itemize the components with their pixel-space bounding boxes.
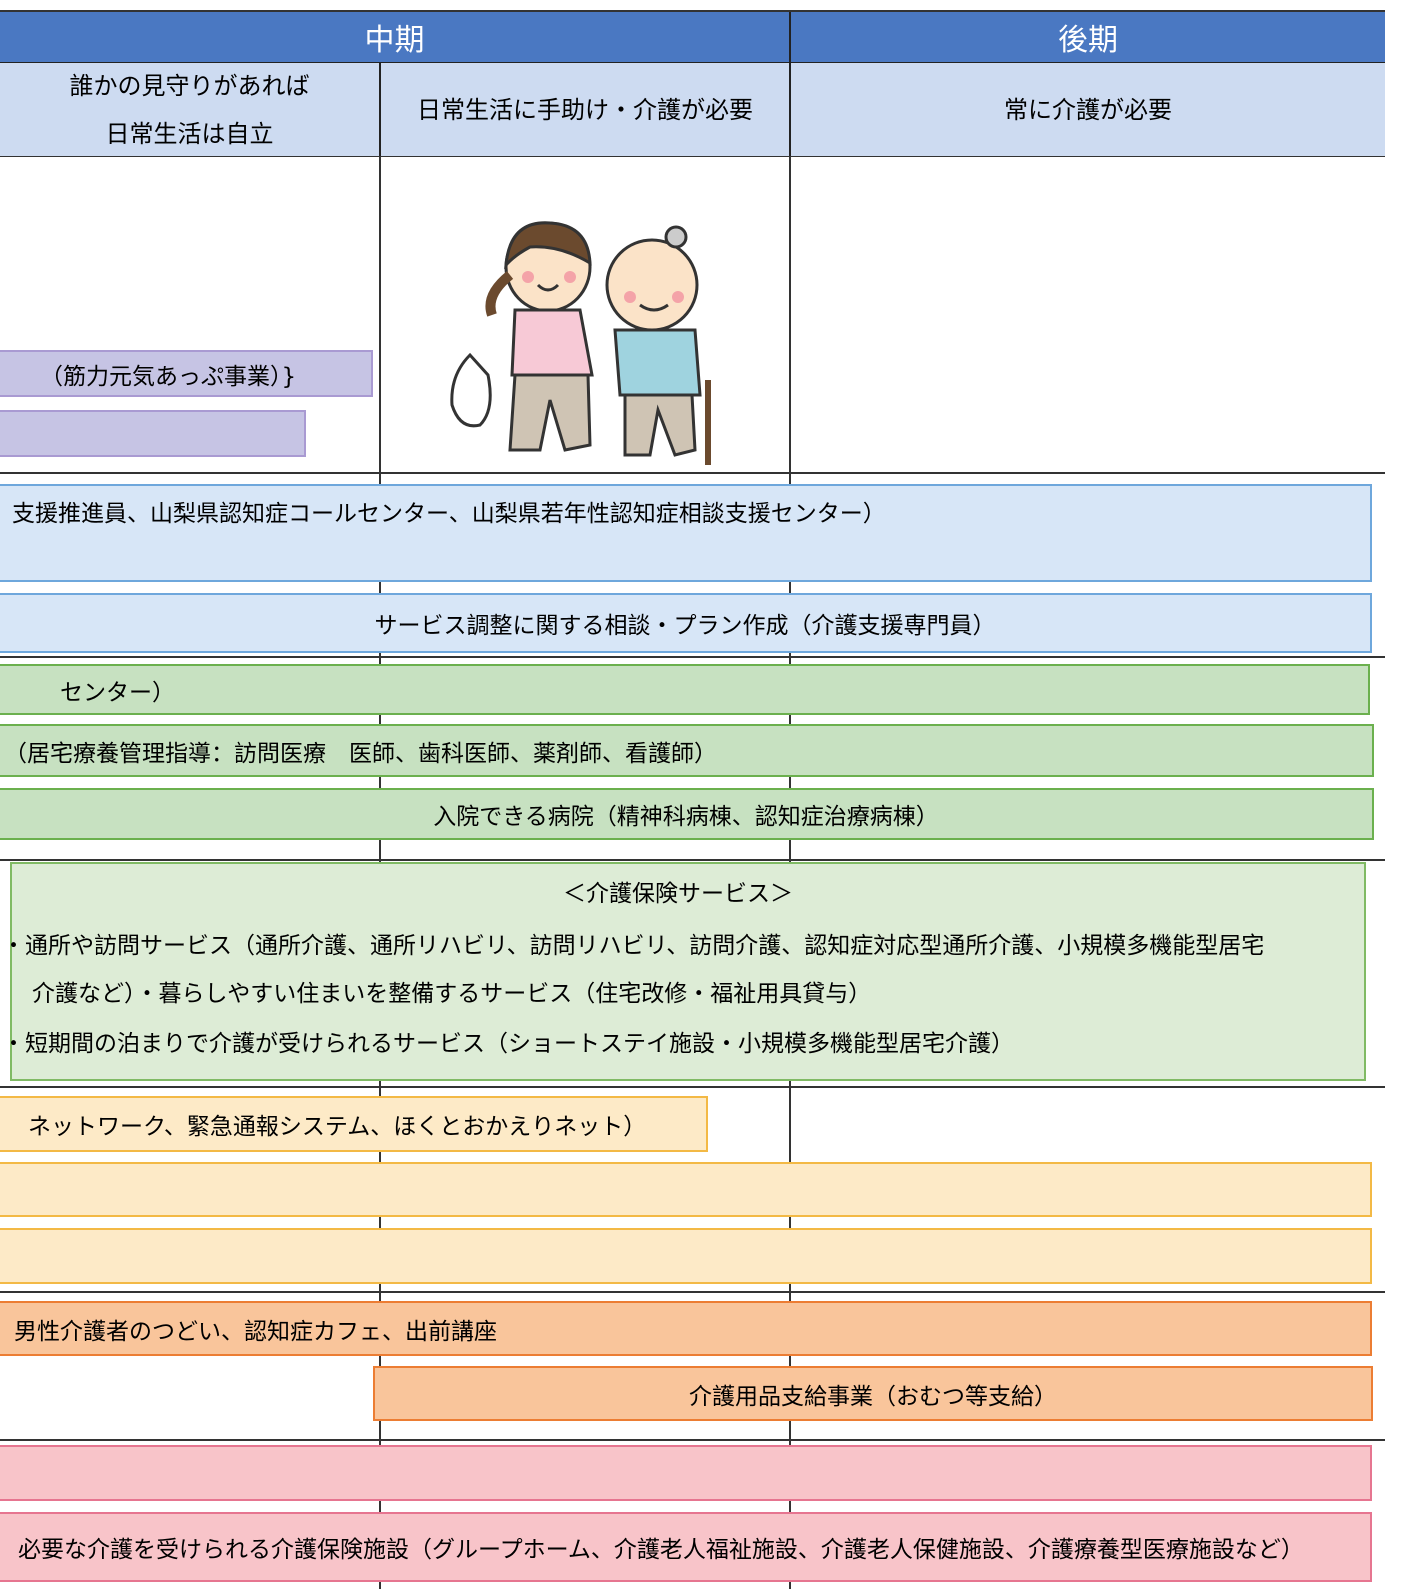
service-bar: （筋力元気あっぷ事業）} [0, 350, 373, 397]
service-bar: 介護用品支給事業（おむつ等支給） [373, 1366, 1373, 1421]
insurance-line: 介護など）・暮らしやすい住まいを整備するサービス（住宅改修・福祉用具貸与） [32, 981, 872, 1007]
row-divider [0, 1291, 1385, 1293]
row-divider [0, 472, 1385, 474]
service-bar: ネットワーク、緊急通報システム、ほくとおかえりネット） [0, 1096, 708, 1152]
row-divider [0, 1086, 1385, 1088]
service-bar [0, 410, 306, 457]
insurance-title: ＜介護保険サービス＞ [563, 881, 793, 907]
row-divider [0, 656, 1385, 658]
service-bar [0, 1445, 1372, 1501]
illustration [450, 221, 711, 465]
service-bar [0, 1228, 1372, 1284]
insurance-box: ＜介護保険サービス＞ ・通所や訪問サービス（通所介護、通所リハビリ、訪問リハビリ… [2, 862, 1366, 1081]
service-bar: 入院できる病院（精神科病棟、認知症治療病棟） [0, 788, 1374, 840]
row-divider [0, 10, 1385, 12]
insurance-line: ・通所や訪問サービス（通所介護、通所リハビリ、訪問リハビリ、訪問介護、認知症対応… [2, 933, 1265, 959]
stage: 日常生活に手助け・介護が必要 [381, 62, 791, 156]
service-bar: 支援推進員、山梨県認知症コールセンター、山梨県若年性認知症相談支援センター） [0, 484, 1372, 582]
stage: 常に介護が必要 [791, 62, 1385, 156]
header-mid: 中期 [0, 12, 791, 62]
service-bar [0, 1162, 1372, 1217]
insurance-line: ・短期間の泊まりで介護が受けられるサービス（ショートステイ施設・小規模多機能型居… [2, 1031, 1014, 1057]
stage: 誰かの見守りがあれば 日常生活は自立 [0, 62, 381, 156]
service-bar: （居宅療養管理指導：訪問医療 医師、歯科医師、薬剤師、看護師） [0, 724, 1374, 777]
header-late: 後期 [791, 12, 1385, 62]
row-divider [0, 1439, 1385, 1441]
row-divider [0, 155, 1385, 157]
row-divider [0, 859, 1385, 861]
service-bar: センター） [0, 664, 1370, 715]
service-bar: 必要な介護を受けられる介護保険施設（グループホーム、介護老人福祉施設、介護老人保… [0, 1512, 1372, 1582]
service-bar: 男性介護者のつどい、認知症カフェ、出前講座 [0, 1301, 1372, 1356]
service-bar: サービス調整に関する相談・プラン作成（介護支援専門員） [0, 593, 1372, 653]
